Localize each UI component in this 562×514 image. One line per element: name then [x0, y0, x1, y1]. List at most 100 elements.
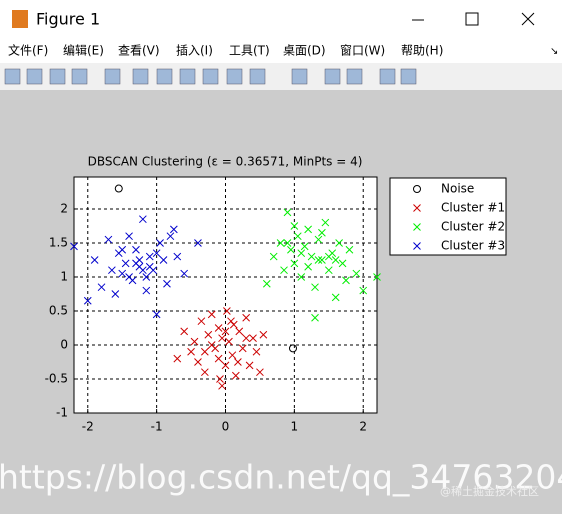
x-tick-label: 1: [291, 420, 299, 434]
tool-button[interactable]: [400, 68, 417, 85]
menu-item[interactable]: 桌面(D): [283, 44, 326, 58]
marker: [218, 381, 226, 390]
tool-button[interactable]: [26, 68, 43, 85]
marker: [283, 208, 292, 217]
plot-area: [73, 176, 378, 414]
marker: [304, 225, 312, 234]
marker: [118, 269, 127, 278]
maximize-button[interactable]: [465, 12, 479, 26]
marker: [290, 259, 299, 268]
toolbar: [0, 63, 562, 90]
marker: [338, 259, 347, 268]
y-tick-label: 1: [60, 269, 68, 283]
marker: [288, 344, 297, 353]
marker: [125, 273, 133, 281]
tool-button[interactable]: [202, 68, 219, 85]
tool-button[interactable]: [49, 68, 66, 85]
marker: [214, 324, 223, 332]
marker: [276, 239, 285, 247]
marker: [187, 347, 195, 356]
marker: [307, 252, 316, 261]
tool-button[interactable]: [4, 68, 21, 85]
menu-item[interactable]: 工具(T): [229, 44, 270, 58]
marker: [245, 361, 254, 370]
legend-label: Cluster #1: [441, 201, 505, 215]
y-tick-label: -1: [56, 406, 68, 420]
marker: [70, 242, 78, 251]
marker: [216, 375, 224, 383]
tool-button[interactable]: [324, 68, 341, 85]
marker: [108, 266, 116, 275]
marker: [204, 330, 213, 339]
marker: [132, 245, 140, 254]
marker: [180, 327, 189, 336]
tool-button[interactable]: [104, 68, 121, 85]
marker: [139, 215, 147, 224]
tool-button[interactable]: [179, 68, 196, 85]
legend-label: Noise: [441, 182, 474, 196]
marker: [262, 279, 271, 288]
marker: [249, 334, 257, 343]
y-tick-label: 2: [60, 201, 68, 215]
tool-button[interactable]: [156, 68, 173, 85]
marker: [297, 249, 306, 258]
marker: [118, 245, 127, 254]
marker: [159, 256, 168, 264]
toolbar-icons: [4, 68, 417, 85]
marker: [331, 293, 340, 302]
marker: [97, 283, 106, 292]
menu-item[interactable]: 编辑(E): [63, 43, 104, 58]
y-tick-label: 0: [60, 337, 68, 351]
marker: [335, 239, 343, 247]
marker: [152, 310, 161, 319]
tool-button[interactable]: [132, 68, 149, 85]
x-tick-label: -2: [82, 420, 94, 434]
marker: [318, 256, 326, 264]
marker: [173, 354, 182, 363]
tool-button[interactable]: [379, 68, 396, 85]
close-button[interactable]: [521, 12, 535, 26]
marker: [114, 184, 123, 193]
marker: [359, 286, 368, 295]
menu-item[interactable]: 文件(F): [8, 43, 48, 58]
menu-item[interactable]: 窗口(W): [340, 44, 385, 58]
marker: [225, 337, 233, 346]
marker: [194, 239, 202, 247]
legend-label: Cluster #2: [441, 220, 505, 234]
marker: [311, 313, 319, 322]
marker: [324, 266, 333, 275]
marker: [218, 334, 226, 343]
window-title: Figure 1: [36, 10, 100, 29]
marker: [228, 351, 237, 360]
tool-button[interactable]: [249, 68, 266, 85]
marker: [318, 228, 326, 237]
marker: [142, 286, 151, 295]
marker: [145, 252, 154, 261]
menu-item[interactable]: 帮助(H): [401, 44, 443, 58]
marker: [314, 256, 323, 264]
marker: [169, 225, 178, 234]
menu-item[interactable]: 插入(I): [176, 44, 213, 58]
x-tick-label: 0: [222, 420, 230, 434]
marker: [166, 232, 175, 241]
watermark: https://blog.csdn.net/qq_34763204: [0, 458, 562, 497]
marker: [300, 242, 309, 251]
tool-button[interactable]: [346, 68, 363, 85]
marker: [194, 358, 202, 366]
legend-marker: [413, 204, 421, 212]
marker: [231, 371, 240, 380]
menu-item[interactable]: 查看(V): [118, 44, 160, 58]
marker: [145, 262, 154, 271]
legend-marker: [413, 242, 421, 250]
marker: [314, 235, 323, 244]
marker: [111, 290, 120, 298]
marker: [190, 337, 199, 346]
marker: [252, 347, 261, 356]
tool-button[interactable]: [71, 68, 88, 85]
tool-button[interactable]: [291, 68, 308, 85]
marker: [242, 313, 251, 322]
tool-button[interactable]: [226, 68, 243, 85]
marker: [83, 296, 92, 305]
watermark-2: @稀土掘金技术社区: [440, 484, 539, 498]
